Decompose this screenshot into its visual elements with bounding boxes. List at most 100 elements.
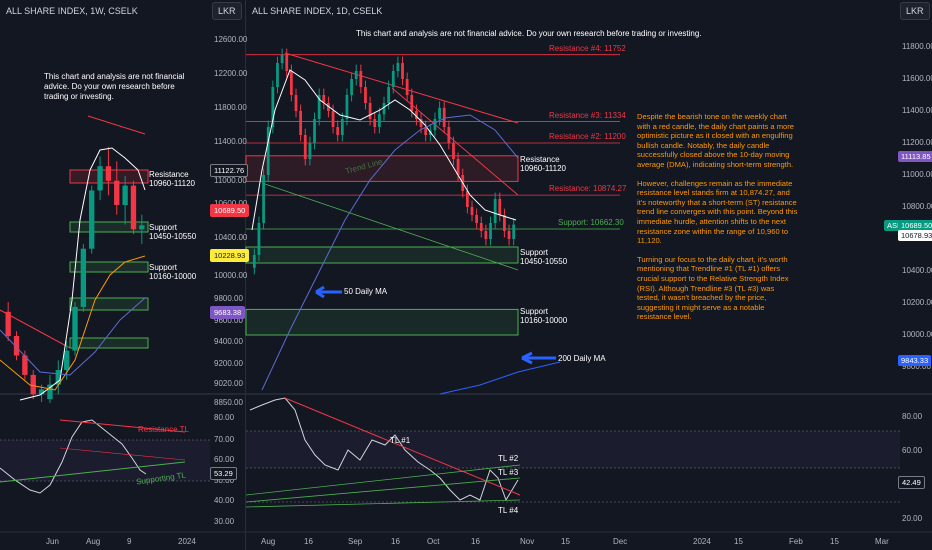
daily-level-label: Resistance #2: 11200 xyxy=(549,132,626,141)
daily-price-tag: ASI xyxy=(884,220,903,231)
weekly-candle-body xyxy=(55,370,61,385)
daily-candle-body xyxy=(303,135,307,159)
daily-rsi-tick: 80.00 xyxy=(902,412,923,421)
daily-ma200-label: 200 Daily MA xyxy=(558,354,606,363)
daily-candle-body xyxy=(438,107,441,119)
daily-level-label: Resistance: 10874.27 xyxy=(549,184,627,194)
daily-rsi-tl4-label: TL #4 xyxy=(498,506,519,515)
daily-candle-body xyxy=(512,224,516,239)
daily-candle-body xyxy=(377,114,381,127)
daily-candle-body xyxy=(266,127,270,175)
daily-candle-body xyxy=(387,87,391,103)
weekly-rsi-tick: 40.00 xyxy=(214,496,235,505)
daily-candle-body xyxy=(373,119,377,127)
daily-time-label: 15 xyxy=(830,537,839,546)
weekly-chart-panel[interactable]: ALL SHARE INDEX, 1W, CSELK LKR This char… xyxy=(0,0,245,550)
daily-time-label: 15 xyxy=(734,537,743,546)
daily-rsi-tl3-label: TL #3 xyxy=(498,468,519,477)
weekly-rsi-tag: 53.29 xyxy=(210,467,237,480)
weekly-ma-mid xyxy=(0,255,146,391)
daily-rsi-tag: 42.49 xyxy=(898,476,925,489)
daily-price-tick: 10000.00 xyxy=(902,330,932,339)
daily-price-tag: 11113.85 xyxy=(898,151,932,162)
daily-time-label: 16 xyxy=(304,537,313,546)
daily-support-zone-1 xyxy=(245,246,519,264)
daily-resistance-zone-label: Resistance 10960-11120 xyxy=(520,154,566,173)
daily-price-tick: 10800.00 xyxy=(902,202,932,211)
weekly-price-tick: 9800.00 xyxy=(214,294,243,303)
daily-candle-body xyxy=(354,71,358,79)
ma50-arrow-icon xyxy=(315,285,342,299)
weekly-time-label: 9 xyxy=(127,537,132,546)
weekly-price-tick: 8850.00 xyxy=(214,398,243,407)
weekly-rsi-tick: 70.00 xyxy=(214,435,235,444)
daily-candle-body xyxy=(359,71,363,87)
daily-candle-body xyxy=(364,87,367,103)
daily-rsi-tick: 20.00 xyxy=(902,514,923,523)
daily-candle-body xyxy=(336,127,340,135)
weekly-rsi-resistance-tl xyxy=(59,419,186,433)
daily-candle-body xyxy=(465,191,469,207)
daily-candle-body xyxy=(424,127,428,135)
daily-candle-body xyxy=(289,71,293,95)
weekly-candle-body xyxy=(13,336,20,356)
daily-level-label: Support: 10662.30 xyxy=(558,218,624,228)
weekly-price-tick: 10000.00 xyxy=(214,271,248,280)
daily-support-trendline xyxy=(261,182,519,271)
daily-candle-body xyxy=(340,119,344,135)
daily-currency-badge[interactable]: LKR xyxy=(900,2,930,20)
weekly-candle-body xyxy=(22,355,28,375)
daily-rsi-band xyxy=(246,431,900,468)
weekly-price-tick: 11800.00 xyxy=(214,103,247,112)
weekly-price-tick: 11400.00 xyxy=(214,137,247,146)
daily-level-label: Resistance #3: 11334 xyxy=(549,110,626,120)
daily-ma10 xyxy=(251,69,517,231)
daily-candle-body xyxy=(368,103,372,119)
daily-candle-body xyxy=(313,119,316,143)
weekly-price-tag: 11122.76 xyxy=(210,164,249,177)
weekly-candle-body xyxy=(105,166,112,181)
daily-chart-panel[interactable]: ALL SHARE INDEX, 1D, CSELK LKR This char… xyxy=(246,0,932,550)
weekly-ma-fast xyxy=(19,147,146,401)
weekly-price-tick: 9200.00 xyxy=(214,359,243,368)
daily-disclaimer: This chart and analysis are not financia… xyxy=(356,29,702,38)
daily-candle-body xyxy=(452,143,455,159)
daily-support-zone-2 xyxy=(245,308,519,336)
daily-candle-body xyxy=(419,119,423,127)
weekly-resistance-label: Resistance 10960-11120 xyxy=(149,170,195,188)
daily-ma50 xyxy=(261,114,519,391)
weekly-support-label-1: Support 10450-10550 xyxy=(149,223,197,241)
daily-candle-body xyxy=(405,79,409,95)
daily-time-label: Feb xyxy=(789,537,803,546)
daily-candle-body xyxy=(456,159,460,175)
weekly-support-label-2: Support 10160-10000 xyxy=(149,263,197,281)
weekly-currency-badge[interactable]: LKR xyxy=(212,2,242,20)
daily-candle-body xyxy=(503,215,506,231)
weekly-rsi-tick: 30.00 xyxy=(214,517,235,526)
weekly-price-tick: 10600.00 xyxy=(214,199,247,208)
daily-rsi-tl1-label: TL #1 xyxy=(390,436,411,445)
daily-candle-body xyxy=(257,223,261,255)
daily-rsi-tl4 xyxy=(245,499,521,508)
weekly-candle-body xyxy=(63,350,70,371)
daily-candle-body xyxy=(350,79,353,95)
weekly-candle-body xyxy=(80,248,87,307)
daily-candle-body xyxy=(391,71,395,87)
daily-price-tick: 10400.00 xyxy=(902,266,932,275)
daily-resistance-trendline xyxy=(284,52,519,124)
daily-candle-body xyxy=(410,95,414,111)
weekly-time-label: 2024 xyxy=(178,537,196,546)
daily-ma200 xyxy=(439,361,561,395)
commentary-paragraph-1: Despite the bearish tone on the weekly c… xyxy=(637,112,795,169)
daily-time-label: 2024 xyxy=(693,537,711,546)
daily-candle-body xyxy=(299,111,303,135)
weekly-candle-body xyxy=(30,374,36,395)
daily-support-label-1: Support 10450-10550 xyxy=(520,248,568,266)
weekly-price-tick: 11000.00 xyxy=(214,176,247,185)
daily-time-label: Dec xyxy=(613,537,628,546)
daily-price-tag: 10689.50 xyxy=(898,220,932,231)
weekly-disclaimer: This chart and analysis are not financia… xyxy=(44,72,185,101)
daily-rsi-line xyxy=(249,397,519,502)
daily-time-label: Sep xyxy=(348,537,363,546)
